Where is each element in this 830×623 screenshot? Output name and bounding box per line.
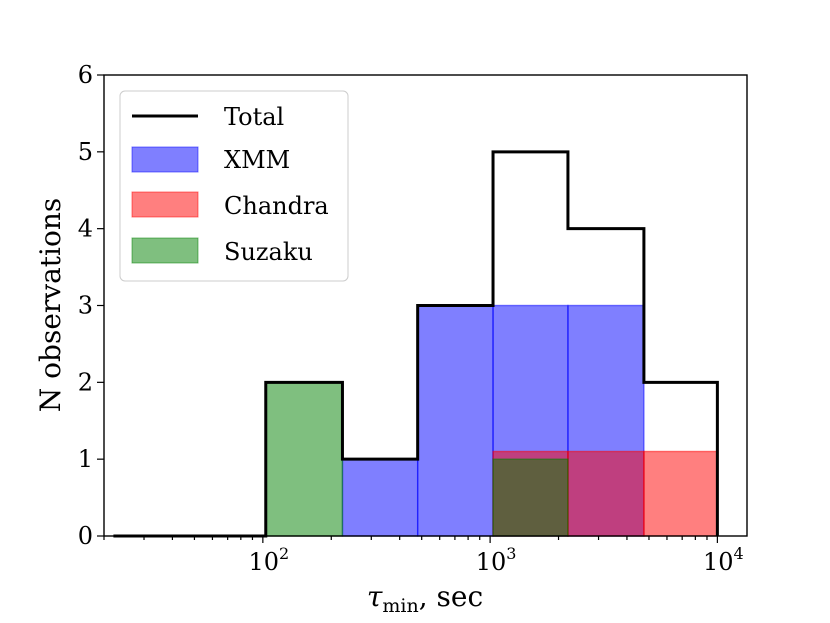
- bars-layer: [265, 304, 719, 537]
- bar-chandra-bin-6: [567, 450, 645, 537]
- y-tick-label-5: 5: [78, 138, 93, 166]
- y-tick-labels: 0 1 2 3 4 5 6: [78, 61, 93, 550]
- bar-suzaku-bin-2: [265, 381, 344, 537]
- total-step-line: [113, 150, 719, 538]
- bar-xmm-bin-4: [416, 304, 494, 537]
- x-tick-label-1000: 103: [476, 544, 517, 576]
- x-tick-label-100: 102: [248, 544, 289, 576]
- x-tick-labels: 102 103 104: [248, 544, 743, 576]
- legend-xmm-swatch: [131, 146, 199, 173]
- y-axis-label: N observations: [34, 198, 67, 412]
- legend-box: [119, 90, 349, 282]
- bar-xmm-bin-3: [341, 458, 419, 537]
- y-tick-label-0: 0: [78, 522, 93, 550]
- legend: Total XMM Chandra Suzaku: [119, 90, 349, 282]
- legend-chandra-swatch: [131, 191, 199, 218]
- x-tick-label-10000: 104: [703, 544, 744, 576]
- legend-total-label: Total: [224, 103, 284, 131]
- y-tick-label-4: 4: [78, 215, 93, 243]
- total-step-layer: [113, 150, 719, 538]
- legend-xmm-label: XMM: [224, 146, 290, 174]
- ticks-layer: [97, 74, 718, 543]
- legend-chandra-label: Chandra: [224, 192, 329, 220]
- y-tick-label-1: 1: [78, 445, 93, 473]
- legend-suzaku-label: Suzaku: [224, 238, 313, 266]
- y-tick-label-2: 2: [78, 368, 93, 396]
- x-axis-label: τmin, sec: [367, 580, 483, 617]
- legend-suzaku-swatch: [131, 237, 199, 264]
- y-tick-label-3: 3: [78, 292, 93, 320]
- y-tick-label-6: 6: [78, 61, 93, 89]
- bar-chandra-bin-7: [643, 450, 719, 537]
- bar-suzaku-bin-5: [492, 458, 569, 537]
